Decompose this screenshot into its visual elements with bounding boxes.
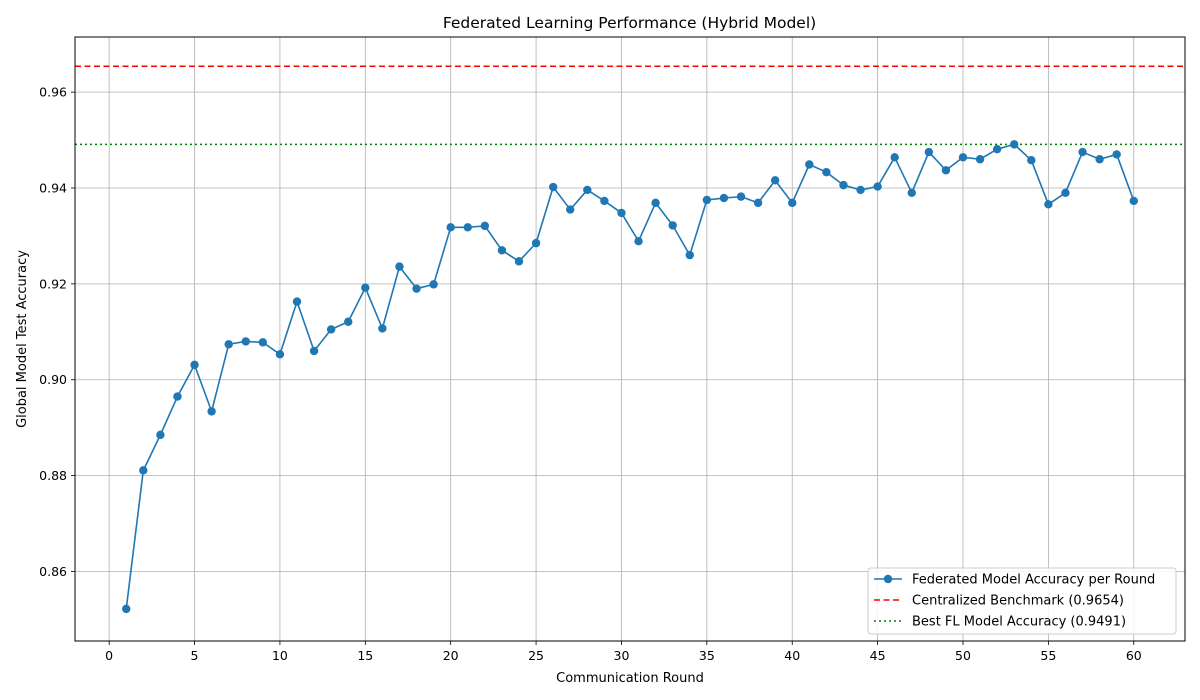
x-tick-label: 10 bbox=[272, 648, 288, 663]
data-point bbox=[958, 153, 968, 162]
y-tick-label: 0.88 bbox=[39, 468, 67, 483]
x-tick-label: 50 bbox=[955, 648, 971, 663]
y-tick-label: 0.92 bbox=[39, 276, 67, 291]
data-point bbox=[156, 430, 165, 440]
data-point bbox=[1078, 147, 1087, 157]
x-tick-label: 60 bbox=[1126, 648, 1142, 663]
data-point bbox=[344, 317, 353, 326]
data-point bbox=[480, 221, 490, 231]
x-tick-label: 0 bbox=[105, 648, 113, 663]
data-point bbox=[736, 192, 746, 201]
data-point bbox=[719, 193, 729, 203]
x-axis-label: Communication Round bbox=[556, 671, 704, 686]
y-tick-label: 0.86 bbox=[39, 564, 67, 579]
series-line bbox=[125, 143, 1135, 609]
data-point bbox=[873, 182, 882, 191]
data-point bbox=[992, 144, 1002, 154]
data-point bbox=[753, 198, 763, 208]
chart-title: Federated Learning Performance (Hybrid M… bbox=[443, 14, 816, 32]
plot-frame bbox=[74, 36, 1186, 642]
data-point bbox=[139, 466, 148, 475]
legend-label: Centralized Benchmark (0.9654) bbox=[912, 594, 1124, 609]
data-point bbox=[975, 155, 985, 164]
reference-lines bbox=[75, 65, 1185, 146]
data-point bbox=[241, 337, 250, 346]
data-point bbox=[309, 346, 319, 356]
x-tick-label: 55 bbox=[1040, 648, 1056, 663]
data-point bbox=[224, 340, 233, 349]
y-axis-ticks: 0.86 0.88 0.90 0.92 0.94 0.96 bbox=[39, 85, 75, 579]
data-point bbox=[429, 280, 438, 289]
data-point bbox=[822, 167, 831, 177]
legend-label: Federated Model Accuracy per Round bbox=[912, 573, 1155, 588]
y-tick-label: 0.90 bbox=[39, 372, 67, 387]
data-point bbox=[566, 205, 575, 214]
y-tick-label: 0.94 bbox=[39, 181, 67, 196]
data-point bbox=[788, 198, 797, 208]
x-tick-label: 20 bbox=[443, 648, 459, 663]
y-tick-label: 0.96 bbox=[39, 85, 67, 100]
data-point bbox=[1129, 196, 1138, 206]
data-point bbox=[702, 195, 712, 205]
data-point bbox=[531, 238, 541, 248]
data-point bbox=[275, 350, 285, 359]
data-point bbox=[924, 147, 934, 157]
data-point bbox=[190, 360, 199, 370]
x-tick-label: 35 bbox=[699, 648, 715, 663]
data-point bbox=[497, 246, 507, 255]
data-point bbox=[1061, 188, 1070, 197]
data-point bbox=[361, 283, 370, 292]
data-point bbox=[1010, 140, 1019, 149]
data-point bbox=[173, 392, 182, 401]
data-point bbox=[941, 166, 951, 175]
data-point bbox=[839, 180, 848, 190]
x-tick-label: 25 bbox=[528, 648, 544, 663]
x-tick-label: 40 bbox=[784, 648, 800, 663]
data-point bbox=[617, 208, 626, 218]
x-tick-label: 15 bbox=[357, 648, 373, 663]
data-point bbox=[446, 223, 455, 232]
data-point bbox=[907, 188, 916, 197]
data-point bbox=[651, 198, 660, 208]
data-point bbox=[668, 221, 677, 230]
legend-box bbox=[867, 567, 1177, 635]
x-axis-ticks: 0 5 10 15 20 25 30 35 40 45 50 55 60 bbox=[105, 641, 1142, 663]
data-point bbox=[292, 297, 302, 306]
y-axis-label: Global Model Test Accuracy bbox=[15, 250, 30, 428]
data-point bbox=[1027, 155, 1036, 165]
data-point bbox=[856, 185, 865, 195]
data-point bbox=[378, 324, 387, 333]
legend-marker bbox=[883, 574, 893, 584]
data-point bbox=[326, 325, 336, 334]
data-point bbox=[258, 338, 268, 347]
data-point bbox=[1044, 200, 1053, 209]
data-point bbox=[122, 604, 131, 614]
legend: Federated Model Accuracy per Round Centra… bbox=[867, 567, 1177, 635]
data-point bbox=[514, 257, 524, 266]
data-point bbox=[1095, 155, 1104, 164]
data-point bbox=[207, 407, 216, 416]
data-point bbox=[634, 237, 643, 246]
data-point bbox=[805, 160, 814, 169]
data-point bbox=[685, 250, 694, 260]
data-point bbox=[583, 185, 592, 195]
data-point bbox=[395, 262, 404, 271]
x-tick-label: 5 bbox=[191, 648, 199, 663]
legend-label: Best FL Model Accuracy (0.9491) bbox=[912, 615, 1126, 630]
data-point bbox=[548, 182, 558, 192]
data-point bbox=[463, 223, 472, 232]
data-point bbox=[890, 153, 899, 162]
x-tick-label: 45 bbox=[870, 648, 886, 663]
data-point bbox=[600, 196, 609, 206]
data-point bbox=[770, 176, 780, 185]
x-tick-label: 30 bbox=[614, 648, 630, 663]
series-layer bbox=[122, 140, 1138, 614]
grid bbox=[75, 37, 1185, 641]
data-point bbox=[412, 284, 421, 293]
data-point bbox=[1112, 150, 1121, 159]
